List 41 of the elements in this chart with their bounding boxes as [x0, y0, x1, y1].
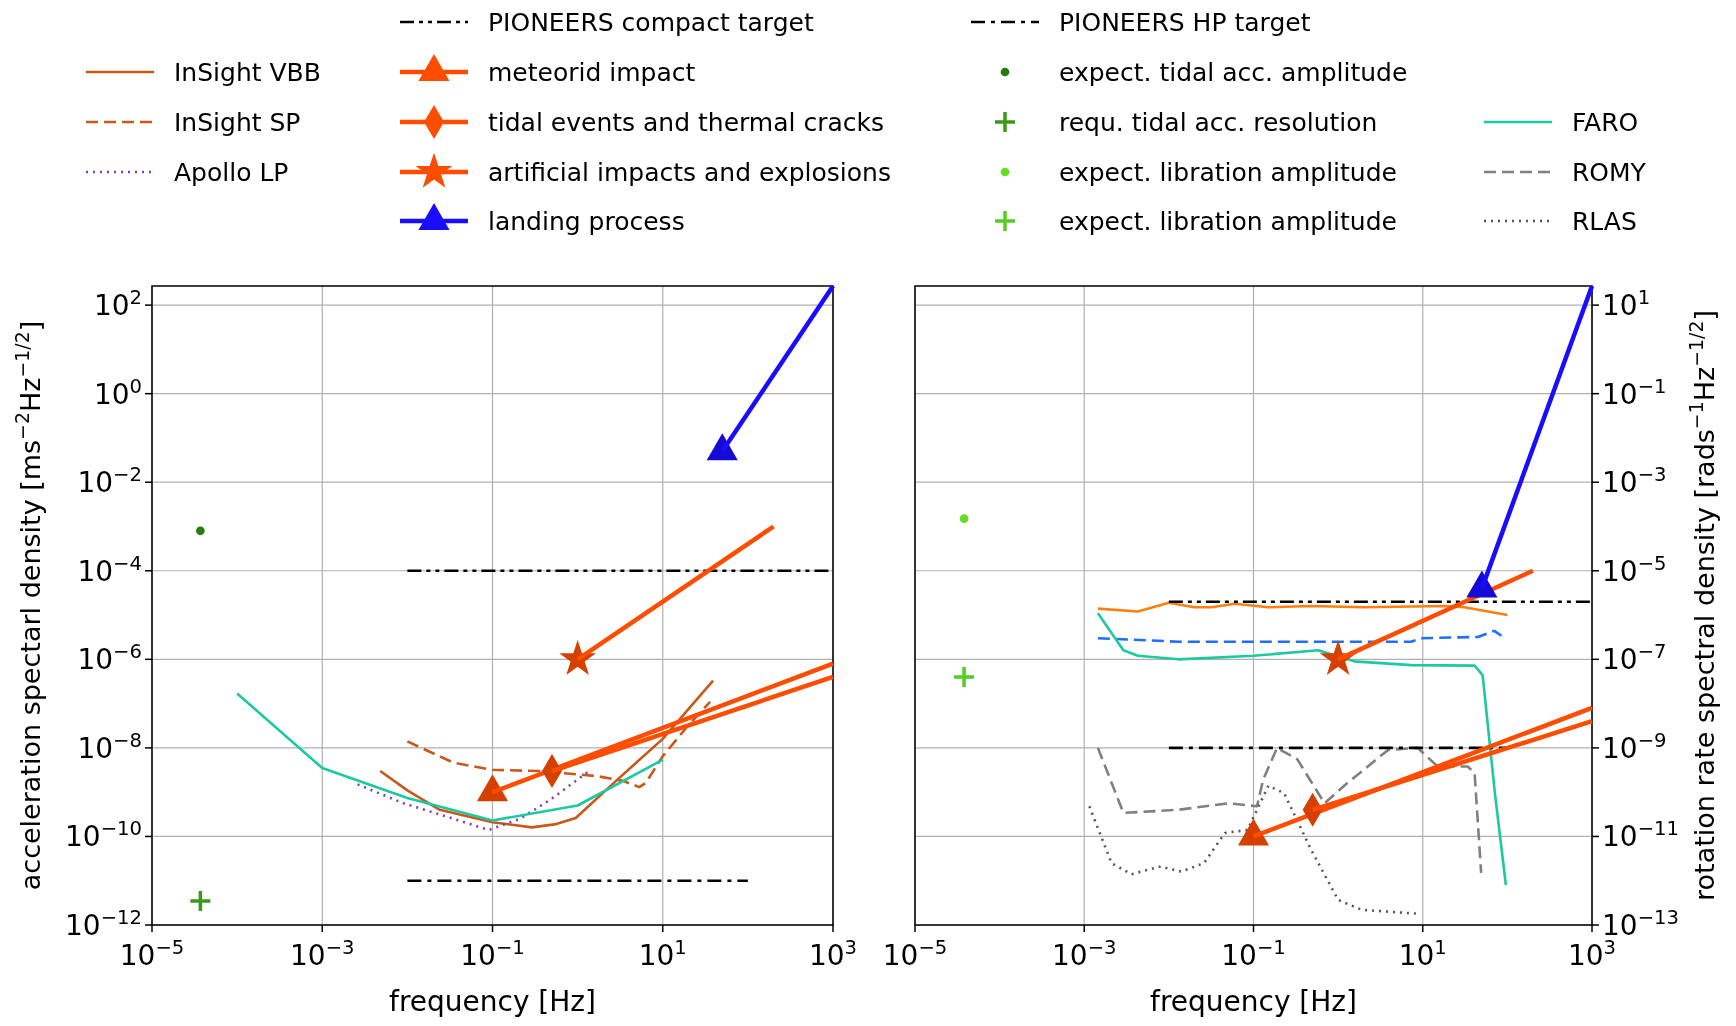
- x-tick-label: 10$^{1}$: [1398, 935, 1447, 972]
- legend-label: InSight VBB: [174, 58, 321, 87]
- x-tick-label: 10$^{−3}$: [289, 935, 355, 972]
- legend-label: expect. libration amplitude: [1059, 158, 1397, 187]
- legend-label: artificial impacts and explosions: [488, 158, 891, 187]
- legend-label: meteorid impact: [488, 58, 696, 87]
- x-axis-title: frequency [Hz]: [1150, 985, 1357, 1018]
- legend-label: PIONEERS HP target: [1059, 8, 1311, 37]
- y-tick-label: 10$^{2}$: [93, 285, 142, 323]
- y-tick-label: 10$^{−6}$: [77, 639, 142, 677]
- y-tick-label: 10$^{−8}$: [77, 728, 142, 765]
- legend-label: expect. tidal acc. amplitude: [1059, 58, 1408, 87]
- x-tick-label: 10$^{1}$: [638, 935, 687, 972]
- legend-label: ROMY: [1572, 158, 1647, 187]
- legend-label: FARO: [1572, 108, 1639, 137]
- y-tick-label: 10$^{−3}$: [1602, 462, 1667, 500]
- y-tick-label: 10$^{−10}$: [65, 816, 142, 854]
- y-tick-label: 10$^{−1}$: [1602, 374, 1667, 411]
- legend-label: RLAS: [1572, 207, 1637, 236]
- x-axis-title: frequency [Hz]: [389, 985, 596, 1018]
- y-tick-label: 10$^{1}$: [1602, 285, 1651, 323]
- x-tick-label: 10$^{3}$: [808, 935, 858, 972]
- y-tick-label: 10$^{−9}$: [1602, 728, 1667, 765]
- legend-label: PIONEERS compact target: [488, 8, 814, 37]
- x-tick-label: 10$^{−1}$: [1221, 935, 1286, 972]
- y-tick-label: 10$^{0}$: [93, 374, 142, 411]
- y-tick-label: 10$^{−2}$: [77, 462, 142, 500]
- legend-label: landing process: [488, 207, 685, 236]
- x-tick-label: 10$^{−1}$: [460, 935, 525, 972]
- x-tick-label: 10$^{3}$: [1567, 935, 1617, 972]
- legend-label: expect. libration amplitude: [1059, 207, 1397, 236]
- y-tick-label: 10$^{−4}$: [77, 551, 142, 588]
- legend-label: Apollo LP: [174, 158, 289, 187]
- y-tick-label: 10$^{−7}$: [1602, 639, 1667, 677]
- x-tick-label: 10$^{−5}$: [882, 935, 948, 972]
- legend-label: requ. tidal acc. resolution: [1059, 108, 1378, 137]
- y-tick-label: 10$^{−5}$: [1602, 551, 1667, 588]
- y-tick-label: 10$^{−11}$: [1602, 816, 1679, 854]
- x-tick-label: 10$^{−3}$: [1051, 935, 1117, 972]
- legend-label: InSight SP: [174, 108, 301, 137]
- legend-label: tidal events and thermal cracks: [488, 108, 885, 137]
